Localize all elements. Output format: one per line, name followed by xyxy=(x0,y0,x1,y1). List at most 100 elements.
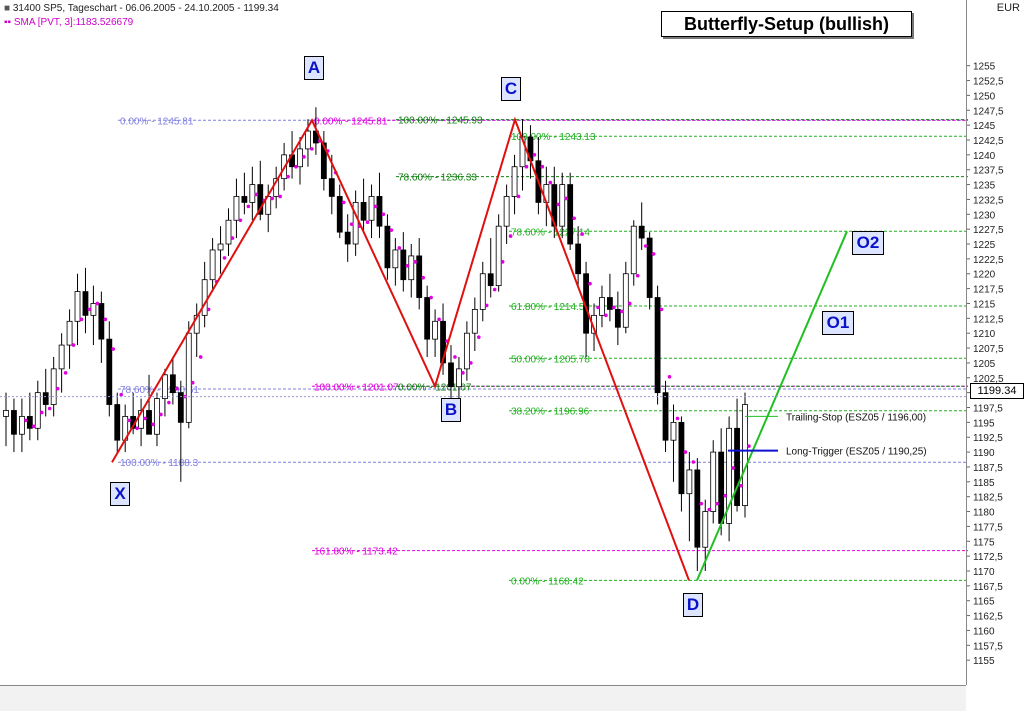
x-axis-bar xyxy=(0,685,966,711)
candle-body xyxy=(162,374,168,399)
candle-body xyxy=(630,225,637,275)
sma-dot xyxy=(492,287,497,292)
sma-dot xyxy=(198,355,203,359)
sma-dot xyxy=(270,196,274,201)
candle-body xyxy=(169,374,176,394)
sma-legend-text: SMA [PVT, 3]:1183.526679 xyxy=(13,17,134,28)
sma-dot xyxy=(500,260,505,264)
candle-body xyxy=(297,148,303,168)
candle-body xyxy=(567,184,574,245)
sma-dot xyxy=(127,418,131,423)
candle-body xyxy=(217,243,224,251)
candle-body xyxy=(42,392,49,405)
sma-dot xyxy=(365,220,370,225)
sma-dot xyxy=(71,343,76,347)
candle-body xyxy=(654,297,661,394)
sma-dot xyxy=(159,412,163,417)
candle-body xyxy=(487,273,494,287)
sma-dot xyxy=(87,307,92,312)
candle-body xyxy=(82,291,89,316)
sma-dot xyxy=(651,252,656,256)
candle-body xyxy=(432,320,438,340)
candle-body xyxy=(11,410,17,435)
y-tick-label: 1237,5 xyxy=(973,166,1004,177)
sma-dot xyxy=(230,236,235,240)
candle-body xyxy=(66,320,73,346)
sma-dot xyxy=(24,418,28,423)
y-tick-label: 1185 xyxy=(973,478,995,489)
fib-level-label: 100.00% - 1188.3 xyxy=(120,458,199,469)
sma-dot xyxy=(151,422,155,427)
candle-body xyxy=(320,142,327,180)
candle-body xyxy=(305,130,311,150)
y-tick-label: 1190 xyxy=(973,448,995,459)
fib-level-label: 61.80% - 1214.58 xyxy=(511,302,590,313)
sma-dot xyxy=(111,347,116,351)
y-tick-label: 1160 xyxy=(973,626,995,637)
candle-body xyxy=(146,410,152,435)
butterfly-pattern-path xyxy=(111,116,690,581)
candle-body xyxy=(400,249,407,281)
candle-body xyxy=(328,178,335,197)
pattern-point-x: X xyxy=(110,482,130,506)
sma-dot xyxy=(222,256,227,260)
chart-title: Butterfly-Setup (bullish) xyxy=(661,11,912,37)
sma-dot xyxy=(524,164,529,169)
fib-level-label: 78.60% - 1200.61 xyxy=(120,385,199,396)
sma-dot xyxy=(572,216,576,221)
candle-body xyxy=(26,416,33,429)
projection-target-o1: O1 xyxy=(822,311,854,335)
candle-body xyxy=(90,303,97,316)
candle-body xyxy=(710,451,717,512)
sma-dot xyxy=(635,273,640,278)
candle-body xyxy=(106,338,113,405)
sma-dot xyxy=(341,200,346,205)
candle-body xyxy=(599,297,605,316)
candle-body xyxy=(734,427,740,506)
candle-body xyxy=(742,404,748,506)
candle-body xyxy=(249,184,256,203)
y-tick-label: 1225 xyxy=(973,240,996,251)
candle-body xyxy=(662,392,669,441)
candle-body xyxy=(344,231,351,245)
y-tick-label: 1232,5 xyxy=(973,195,1004,206)
candle-body xyxy=(463,332,470,370)
sma-dot xyxy=(135,426,139,431)
candle-body xyxy=(241,196,248,203)
y-tick-label: 1222,5 xyxy=(973,255,1004,266)
sma-dot xyxy=(643,244,648,248)
sma-dot xyxy=(190,380,195,385)
y-tick-label: 1210 xyxy=(973,329,996,340)
sma-dot xyxy=(79,317,84,322)
candle-body xyxy=(408,255,415,281)
header-bullet-icon: ■ xyxy=(4,3,13,14)
candle-body xyxy=(726,427,733,524)
candle-body xyxy=(336,196,343,233)
sma-dot xyxy=(699,501,704,506)
candle-body xyxy=(58,344,65,370)
y-tick-label: 1252,5 xyxy=(973,77,1004,88)
y-tick-label: 1205 xyxy=(973,359,996,370)
chart-header-text: 31400 SP5, Tageschart - 06.06.2005 - 24.… xyxy=(12,3,279,14)
sma-dot xyxy=(246,204,251,209)
sma-dot xyxy=(405,264,410,268)
sma-dot xyxy=(620,309,624,314)
y-tick-label: 1230 xyxy=(973,210,996,221)
sma-dot xyxy=(723,493,727,498)
sma-dot xyxy=(302,155,306,159)
sma-dot xyxy=(627,301,632,306)
sma-dot xyxy=(659,307,664,312)
y-tick-label: 1182,5 xyxy=(973,493,1003,504)
candle-body xyxy=(18,416,25,435)
y-axis-divider xyxy=(966,0,967,685)
sma-dot xyxy=(532,153,537,157)
sma-dot xyxy=(47,406,52,411)
candle-body xyxy=(185,332,192,423)
y-tick-label: 1202,5 xyxy=(973,374,1004,385)
y-tick-label: 1215 xyxy=(973,299,996,310)
sma-dot xyxy=(556,202,561,207)
fib-level-label: 50.00% - 1205.78 xyxy=(511,354,590,365)
candle-body xyxy=(456,368,462,388)
